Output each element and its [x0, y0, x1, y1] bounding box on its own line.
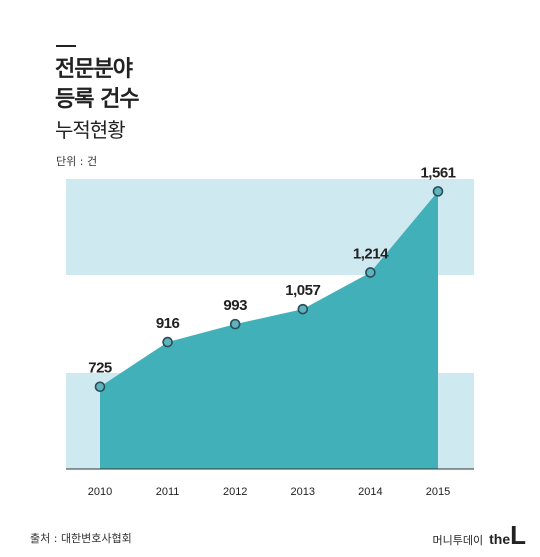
unit-label: 단위 : 건 — [56, 155, 98, 168]
source-note: 출처 : 대한변호사협회 — [30, 532, 132, 545]
data-point-2011 — [162, 336, 173, 348]
data-point-2012 — [229, 318, 241, 330]
x-tick-label-2015: 2015 — [426, 486, 450, 498]
x-tick-label-2014: 2014 — [358, 486, 382, 498]
x-tick-label-2013: 2013 — [291, 486, 315, 498]
title-dash — [56, 45, 76, 47]
title-line-3: 누적현황 — [55, 118, 126, 142]
chart-title: 전문분야 등록 건수 누적현황 — [55, 55, 140, 145]
x-tick-label-2010: 2010 — [88, 486, 112, 498]
data-point-2013 — [297, 303, 309, 315]
value-label-2011: 916 — [156, 315, 180, 332]
brand-name: 머니투데이 — [432, 534, 484, 547]
value-label-2013: 1,057 — [285, 282, 320, 299]
brand-L: L — [510, 520, 526, 550]
brand-the: the — [489, 531, 511, 547]
data-point-2010 — [94, 381, 106, 393]
x-tick-label-2011: 2011 — [156, 486, 180, 498]
data-point-2014 — [365, 267, 376, 278]
title-line-1: 전문분야 — [55, 57, 133, 82]
value-label-2015: 1,561 — [420, 164, 455, 181]
value-label-2014: 1,214 — [353, 245, 389, 262]
title-line-2: 등록 건수 — [55, 87, 140, 112]
x-tick-label-2012: 2012 — [223, 486, 247, 498]
brand-logo: 머니투데이 the L — [432, 520, 527, 550]
data-point-2015 — [432, 186, 444, 197]
area-series — [100, 191, 438, 469]
value-label-2012: 993 — [223, 297, 247, 314]
value-label-2010: 725 — [88, 360, 112, 377]
